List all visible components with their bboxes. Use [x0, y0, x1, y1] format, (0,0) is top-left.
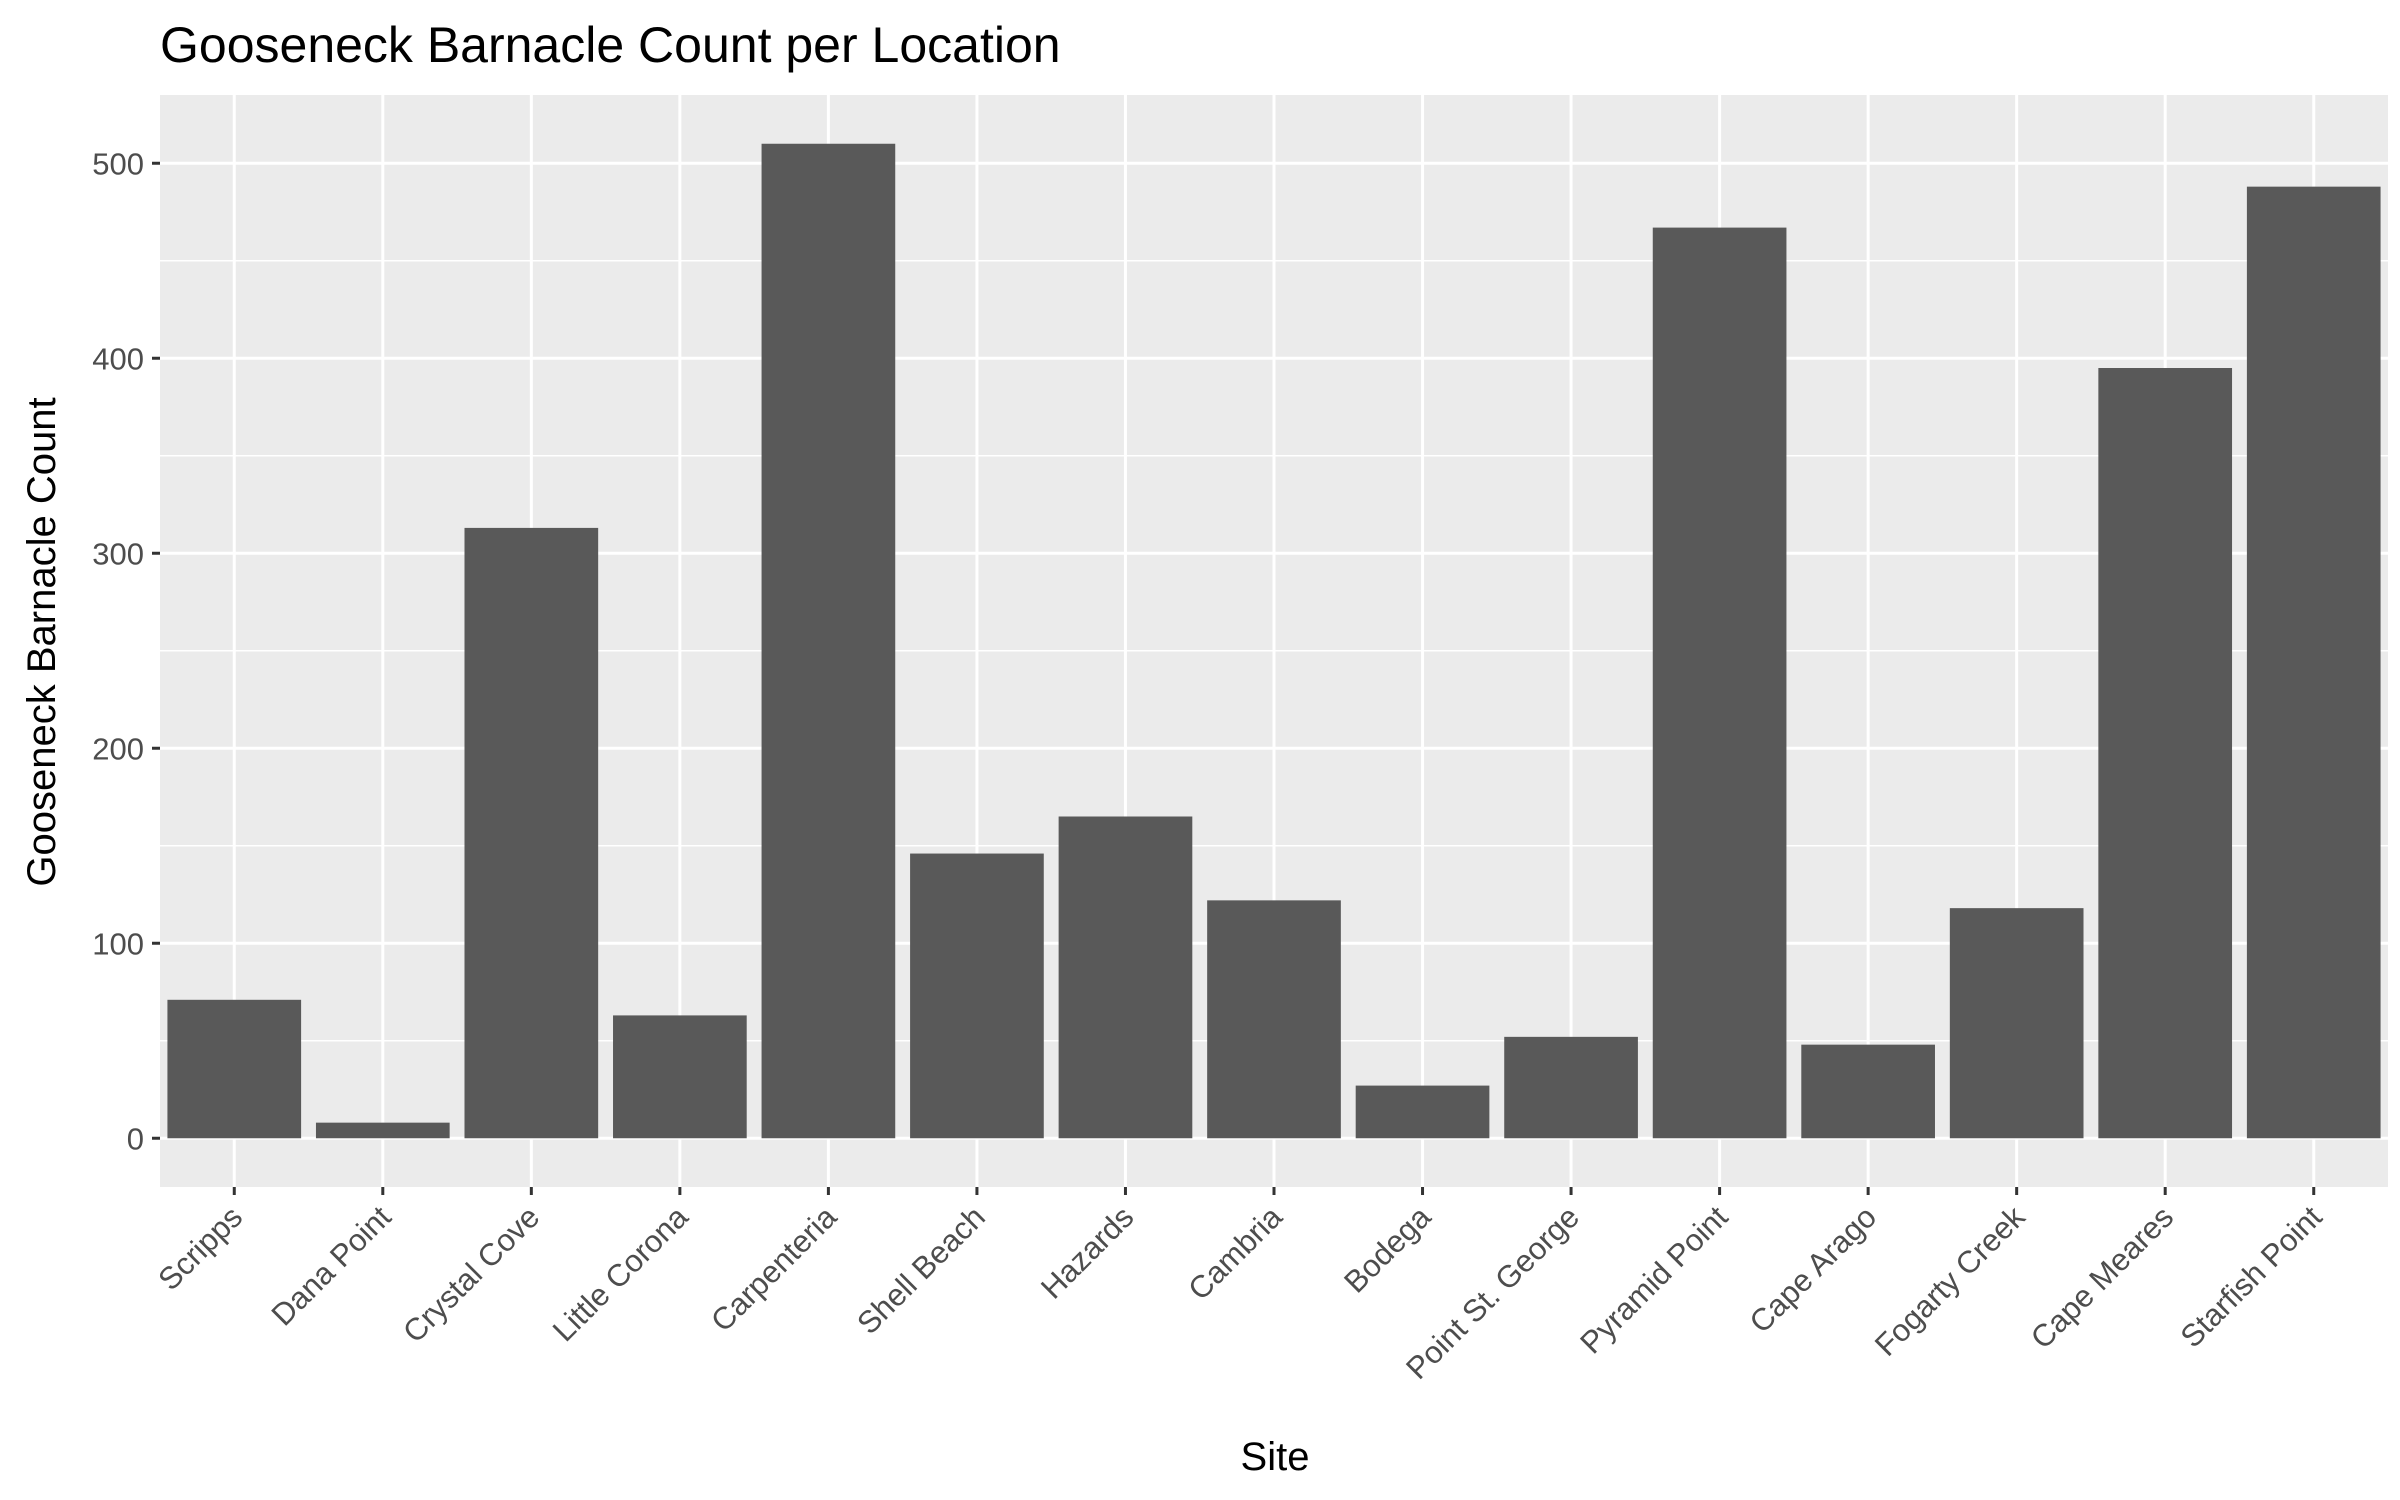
- x-tick-label: Hazards: [1034, 1199, 1140, 1305]
- y-axis: 0 100 200 300 400 500: [92, 146, 160, 1156]
- x-tick-label: Fogarty Creek: [1868, 1199, 2032, 1363]
- bars-group: [167, 143, 2381, 1139]
- bar-crystal-cove: [464, 527, 599, 1139]
- chart-title: Gooseneck Barnacle Count per Location: [160, 17, 1061, 73]
- x-tick-label: Cambria: [1181, 1199, 1289, 1307]
- bar-point-st-george: [1504, 1036, 1638, 1139]
- x-tick-label: Pyramid Point: [1573, 1199, 1734, 1360]
- x-tick-label: Crystal Cove: [396, 1199, 546, 1349]
- x-tick-label: Starfish Point: [2174, 1199, 2329, 1354]
- x-tick-label: Little Corona: [546, 1199, 696, 1349]
- bar-hazards: [1058, 816, 1193, 1139]
- bar-little-corona: [613, 1015, 747, 1139]
- bar-starfish-point: [2246, 186, 2381, 1139]
- y-axis-title: Gooseneck Barnacle Count: [20, 397, 64, 886]
- bar-cape-meares: [2098, 368, 2233, 1139]
- y-tick-label: 0: [127, 1121, 144, 1156]
- bar-scripps: [167, 999, 302, 1139]
- y-tick-label: 100: [92, 926, 144, 961]
- bar-shell-beach: [910, 853, 1044, 1139]
- x-tick-label: Scripps: [151, 1199, 249, 1297]
- x-tick-label: Shell Beach: [850, 1199, 992, 1341]
- x-tick-label: Cape Arago: [1743, 1199, 1884, 1340]
- x-tick-label: Dana Point: [265, 1199, 398, 1332]
- y-tick-label: 200: [92, 731, 144, 766]
- bar-pyramid-point: [1652, 227, 1787, 1139]
- x-tick-label: Carpenteria: [704, 1199, 844, 1339]
- x-axis-title: Site: [1241, 1435, 1310, 1479]
- y-tick-label: 500: [92, 146, 144, 181]
- bar-fogarty-creek: [1949, 908, 2084, 1139]
- x-tick-label: Bodega: [1337, 1199, 1438, 1300]
- bar-carpenteria: [761, 143, 896, 1139]
- bar-cape-arago: [1801, 1044, 1935, 1139]
- bar-dana-point: [315, 1122, 450, 1139]
- x-tick-label: Cape Meares: [2024, 1199, 2180, 1355]
- bar-cambria: [1207, 900, 1341, 1139]
- y-tick-label: 400: [92, 341, 144, 376]
- bar-bodega: [1355, 1085, 1490, 1139]
- y-tick-label: 300: [92, 536, 144, 571]
